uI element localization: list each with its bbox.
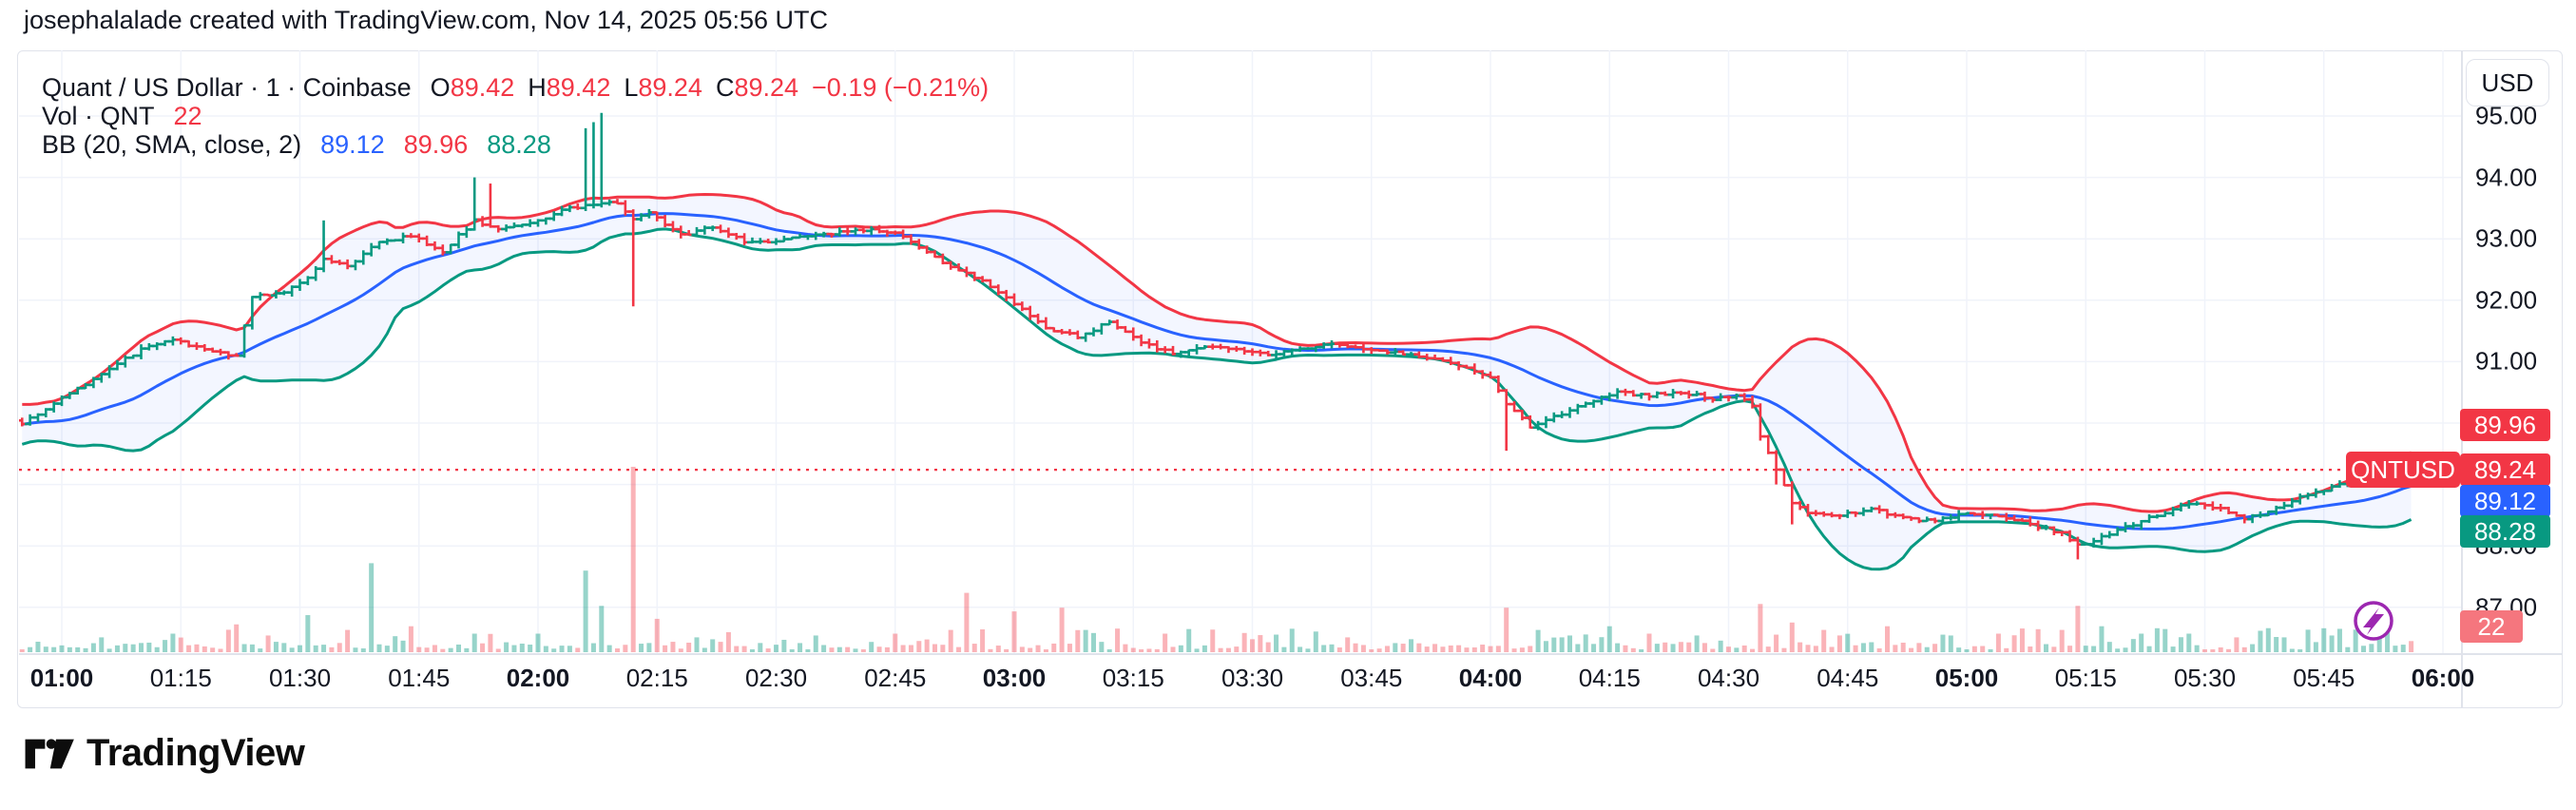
tradingview-logo[interactable]: TradingView <box>24 732 305 775</box>
time-label-0215: 02:15 <box>625 664 688 692</box>
currency-usd-button[interactable]: USD <box>2466 59 2549 106</box>
time-label-0445: 04:45 <box>1817 664 1879 692</box>
price-badge-88.28: 88.28 <box>2460 515 2550 548</box>
symbol-price-badge: QNTUSD <box>2346 452 2460 488</box>
time-label-0300: 03:00 <box>982 664 1047 692</box>
price-badge-22: 22 <box>2460 610 2523 643</box>
time-label-0230: 02:30 <box>744 664 808 692</box>
ohlc-c: C89.24 <box>715 73 799 102</box>
bb-lower-value: 88.28 <box>487 130 551 159</box>
price-label-92.00: 92.00 <box>2475 285 2538 315</box>
symbol-title: Quant / US Dollar · 1 · Coinbase <box>42 73 412 102</box>
ohlc-l: L89.24 <box>624 73 702 102</box>
time-axis[interactable]: 01:00 01:15 01:30 01:45 02:00 02:15 02:30 02:45… <box>17 656 2475 708</box>
lightning-icon <box>2354 601 2393 641</box>
time-label-0545: 05:45 <box>2293 664 2355 692</box>
legend-bb-row[interactable]: BB (20, SMA, close, 2) 89.12 89.96 88.28 <box>42 130 989 159</box>
price-axis[interactable]: 95.0094.0093.0092.0091.0090.0089.0088.00… <box>2460 50 2564 654</box>
price-badge-89.24: 89.24 <box>2460 453 2550 486</box>
legend-volume-row[interactable]: Vol · QNT 22 <box>42 102 989 130</box>
time-label-0115: 01:15 <box>149 664 212 692</box>
bb-label: BB (20, SMA, close, 2) <box>42 130 302 159</box>
time-label-0200: 02:00 <box>506 664 570 692</box>
ohlc-h: H89.42 <box>528 73 611 102</box>
time-label-0330: 03:30 <box>1221 664 1284 692</box>
attribution-text: josephalalade created with TradingView.c… <box>24 6 829 34</box>
time-label-0100: 01:00 <box>29 664 94 692</box>
time-label-0400: 04:00 <box>1458 664 1523 692</box>
time-label-0530: 05:30 <box>2173 664 2237 692</box>
chart-legend: Quant / US Dollar · 1 · Coinbase O89.42 H… <box>42 73 989 159</box>
price-label-94.00: 94.00 <box>2475 163 2538 192</box>
volume-value: 22 <box>173 102 202 130</box>
price-label-91.00: 91.00 <box>2475 346 2538 376</box>
time-label-0345: 03:45 <box>1340 664 1403 692</box>
bb-basis-value: 89.12 <box>320 130 385 159</box>
time-label-0500: 05:00 <box>1934 664 1999 692</box>
volume-label: Vol · QNT <box>42 102 155 130</box>
change-value: −0.19 (−0.21%) <box>812 73 990 102</box>
time-label-0600: 06:00 <box>2411 664 2475 692</box>
time-label-0245: 02:45 <box>864 664 927 692</box>
tradingview-logo-mark <box>25 738 74 768</box>
price-badge-89.96: 89.96 <box>2460 409 2550 441</box>
time-label-0430: 04:30 <box>1697 664 1760 692</box>
time-label-0515: 05:15 <box>2054 664 2117 692</box>
ohlc-o: O89.42 <box>430 73 515 102</box>
time-label-0415: 04:15 <box>1578 664 1641 692</box>
time-label-0130: 01:30 <box>268 664 332 692</box>
time-label-0315: 03:15 <box>1102 664 1164 692</box>
legend-symbol-row[interactable]: Quant / US Dollar · 1 · Coinbase O89.42 H… <box>42 73 989 102</box>
bb-upper-value: 89.96 <box>403 130 469 159</box>
price-badge-89.12: 89.12 <box>2460 485 2550 517</box>
tradingview-logo-text: TradingView <box>87 732 305 774</box>
time-label-0145: 01:45 <box>388 664 451 692</box>
price-label-93.00: 93.00 <box>2475 223 2538 253</box>
chart-panel <box>17 50 2563 708</box>
ohlc-values: O89.42 H89.42 L89.24 C89.24 <box>431 73 812 102</box>
